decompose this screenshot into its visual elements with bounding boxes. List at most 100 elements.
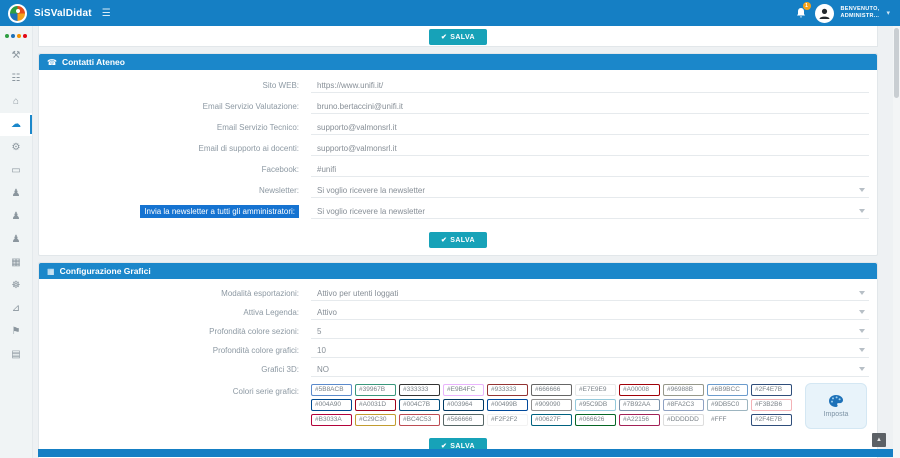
sidebar-item-settings[interactable]: ⚙	[0, 136, 32, 159]
text-field[interactable]: https://www.unifi.it/	[311, 78, 869, 93]
dot-orange	[17, 34, 21, 38]
color-hex-input[interactable]: #2F4E7B	[751, 384, 792, 396]
select-field[interactable]: Attivo per utenti loggati	[311, 286, 869, 301]
field-label: Newsletter:	[258, 186, 299, 195]
select-caret-icon	[859, 291, 865, 295]
sidebar-item-user-add[interactable]: ♟	[0, 205, 32, 228]
field-label: Attiva Legenda:	[243, 308, 299, 317]
save-button-top[interactable]: ✔ SALVA	[429, 29, 487, 45]
form-row: Invia la newsletter a tutti gli amminist…	[39, 201, 869, 222]
sidebar-item-users[interactable]: ♟	[0, 228, 32, 251]
color-hex-input[interactable]: #F3B2B6	[751, 399, 792, 411]
field-value: #unifi	[317, 164, 337, 174]
color-grid: #5B8ACB #39967B #333333 #E9B4FC #933333 #6666…	[311, 384, 792, 426]
sidebar-item-gear[interactable]: ☸	[0, 274, 32, 297]
user-avatar[interactable]	[814, 3, 834, 23]
sidebar-item-tools[interactable]: ⚒	[0, 44, 32, 67]
color-hex-input[interactable]: #8FA2C3	[663, 399, 704, 411]
color-row: #B3033A #C29C30 #BC4C53 #566666 #F2F2F2 #0062…	[311, 414, 792, 426]
menu-toggle-icon[interactable]: ☰	[101, 7, 111, 19]
select-field[interactable]: Si voglio ricevere la newsletter	[311, 183, 869, 198]
color-hex-input[interactable]: #566666	[443, 414, 484, 426]
sidebar-item-library[interactable]: ▤	[0, 343, 32, 366]
select-caret-icon	[859, 209, 865, 213]
color-hex-input[interactable]: #066626	[575, 414, 616, 426]
scroll-top-button[interactable]: ▲	[872, 433, 886, 447]
user-menu-caret-icon[interactable]: ▾	[886, 10, 890, 17]
color-hex-input[interactable]: #BC4C53	[399, 414, 440, 426]
text-field[interactable]: bruno.bertaccini@unifi.it	[311, 99, 869, 114]
sidebar-item-vehicles[interactable]: ⚑	[0, 320, 32, 343]
field-label: Email di supporto ai docenti:	[198, 144, 300, 153]
user-icon: ♟	[11, 187, 21, 199]
color-hex-input[interactable]: #96988B	[663, 384, 704, 396]
color-hex-input[interactable]: #C29C30	[355, 414, 396, 426]
color-hex-input[interactable]: #00499B	[487, 399, 528, 411]
vehicles-icon: ⚑	[11, 325, 21, 337]
field-label: Email Servizio Tecnico:	[216, 123, 299, 132]
color-hex-input[interactable]: #003964	[443, 399, 484, 411]
sitemap-icon: ☷	[11, 72, 21, 84]
save-button-contatti[interactable]: ✔ SALVA	[429, 232, 487, 248]
select-field[interactable]: Attivo	[311, 305, 869, 320]
color-hex-input[interactable]: #5B8ACB	[311, 384, 352, 396]
color-hex-input[interactable]: #FFF	[707, 414, 748, 426]
select-field[interactable]: 10	[311, 343, 869, 358]
color-hex-input[interactable]: #A22156	[619, 414, 660, 426]
notifications-bell-icon[interactable]: 1	[794, 2, 811, 20]
form-row: Email Servizio Tecnico: supporto@valmonsr…	[39, 117, 869, 138]
color-hex-input[interactable]: #333333	[399, 384, 440, 396]
color-hex-input[interactable]: #00627F	[531, 414, 572, 426]
sidebar-item-departments[interactable]: ▦	[0, 251, 32, 274]
sidebar-item-stats[interactable]: ⊿	[0, 297, 32, 320]
color-hex-input[interactable]: #E7E9E9	[575, 384, 616, 396]
color-hex-input[interactable]: #666666	[531, 384, 572, 396]
select-caret-icon	[859, 348, 865, 352]
color-hex-input[interactable]: #F2F2F2	[487, 414, 528, 426]
contatti-save-row: ✔ SALVA	[39, 224, 877, 255]
color-hex-input[interactable]: #39967B	[355, 384, 396, 396]
field-label: Profondità colore grafici:	[212, 346, 299, 355]
color-hex-input[interactable]: #004A90	[311, 399, 352, 411]
sidebar-item-card[interactable]: ▭	[0, 159, 32, 182]
color-hex-input[interactable]: #2F4E7B	[751, 414, 792, 426]
color-hex-input[interactable]: #933333	[487, 384, 528, 396]
scrollbar-thumb[interactable]	[894, 28, 899, 98]
color-hex-input[interactable]: #A00008	[619, 384, 660, 396]
sidebar-item-structures[interactable]: ⌂	[0, 90, 32, 113]
color-hex-input[interactable]: #9DB5C0	[707, 399, 748, 411]
color-hex-input[interactable]: #DDDDDD	[663, 414, 704, 426]
color-hex-input[interactable]: #909090	[531, 399, 572, 411]
color-hex-input[interactable]: #004C7B	[399, 399, 440, 411]
text-field[interactable]: supporto@valmonsrl.it	[311, 141, 869, 156]
color-hex-input[interactable]: #6B9BCC	[707, 384, 748, 396]
select-field[interactable]: NO	[311, 362, 869, 377]
color-hex-input[interactable]: #B3033A	[311, 414, 352, 426]
form-row: Sito WEB: https://www.unifi.it/	[39, 75, 869, 96]
field-value: 5	[317, 326, 322, 336]
sidebar-item-sitemap[interactable]: ☷	[0, 67, 32, 90]
field-value: Attivo per utenti loggati	[317, 288, 399, 298]
select-caret-icon	[859, 310, 865, 314]
select-field[interactable]: 5	[311, 324, 869, 339]
field-label: Invia la newsletter a tutti gli amminist…	[140, 205, 299, 218]
imposta-button[interactable]: Imposta	[805, 383, 867, 429]
color-hex-input[interactable]: #95C9DB	[575, 399, 616, 411]
gear-icon: ☸	[11, 279, 21, 291]
sidebar-item-cloud[interactable]: ☁	[0, 113, 32, 136]
scrollbar[interactable]	[893, 26, 900, 458]
dot-red	[23, 34, 27, 38]
grafici-card-header: ▦ Configurazione Grafici	[39, 263, 877, 279]
series-colors-row: Colori serie grafici: #5B8ACB #39967B #333…	[39, 381, 877, 430]
color-hex-input[interactable]: #A0031D	[355, 399, 396, 411]
color-hex-input[interactable]: #7B92AA	[619, 399, 660, 411]
sidebar-item-user[interactable]: ♟	[0, 182, 32, 205]
text-field[interactable]: #unifi	[311, 162, 869, 177]
text-field[interactable]: supporto@valmonsrl.it	[311, 120, 869, 135]
welcome-text: BENVENUTO, ADMINISTR...	[841, 6, 880, 20]
field-value: NO	[317, 364, 329, 374]
chart-icon: ▦	[47, 266, 55, 276]
form-row: Grafici 3D: NO	[39, 360, 869, 379]
select-field[interactable]: Si voglio ricevere la newsletter	[311, 204, 869, 219]
color-hex-input[interactable]: #E9B4FC	[443, 384, 484, 396]
